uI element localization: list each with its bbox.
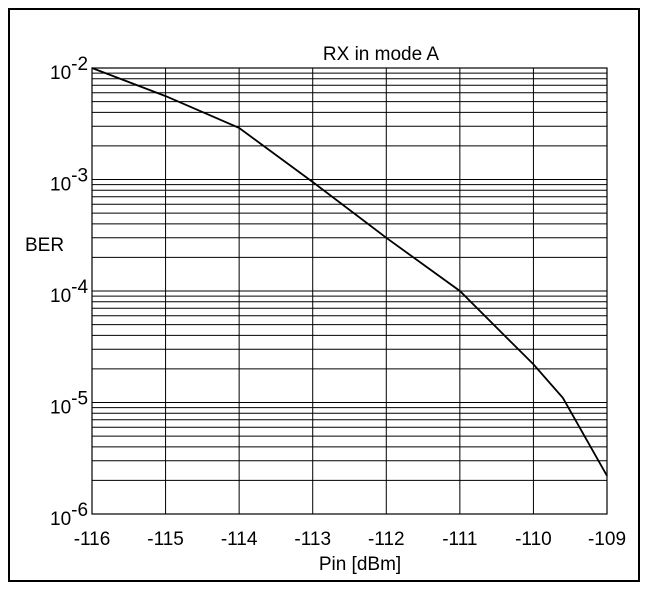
x-tick-label: -109	[588, 529, 626, 550]
x-tick-label: -115	[147, 529, 184, 550]
y-tick-label: 10-4	[50, 277, 88, 307]
chart-title: RX in mode A	[323, 44, 439, 65]
x-tick-label: -112	[368, 529, 405, 550]
y-axis-label: BER	[25, 235, 64, 256]
y-tick-label: 10-2	[50, 54, 88, 84]
y-tick-label: 10-3	[50, 166, 88, 196]
x-axis-label: Pin [dBm]	[319, 554, 401, 575]
x-tick-label: -111	[442, 529, 477, 550]
series-line	[91, 67, 608, 477]
x-tick-label: -110	[515, 529, 552, 550]
y-tick-labels: 10-2 10-3 10-4 10-5 10-6	[50, 54, 88, 530]
plot-border	[91, 67, 608, 515]
x-tick-labels: -116 -115 -114 -113 -112 -111 -110 -109	[74, 529, 626, 550]
ber-chart: -116 -115 -114 -113 -112 -111 -110 -109 10-210-…	[25, 44, 626, 575]
y-tick-label: 10-5	[50, 389, 88, 419]
grid	[91, 68, 608, 515]
x-tick-label: -113	[294, 529, 331, 550]
x-tick-label: -114	[221, 529, 258, 550]
x-tick-label: -116	[74, 529, 111, 550]
plot-area	[91, 67, 608, 515]
y-tick-label: 10-6	[50, 500, 88, 530]
chart-frame: -116 -115 -114 -113 -112 -111 -110 -109 10-2 10-…	[8, 8, 640, 582]
series-layer	[91, 67, 608, 477]
